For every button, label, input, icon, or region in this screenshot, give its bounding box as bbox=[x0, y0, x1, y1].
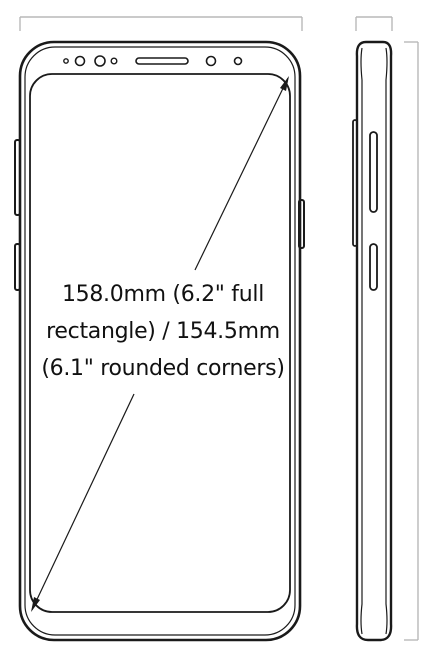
arrowhead-bottom-left bbox=[31, 597, 40, 612]
light-sensor-icon bbox=[205, 55, 217, 67]
arrowhead-top-right bbox=[280, 76, 289, 91]
diagonal-label-line1: 158.0mm (6.2" full bbox=[61, 282, 265, 307]
side-thickness-dimension bbox=[355, 16, 393, 31]
side-body-outline bbox=[355, 40, 393, 642]
side-front-glass-edge bbox=[360, 47, 363, 635]
phone-front-view bbox=[14, 40, 305, 642]
phone-side-view bbox=[352, 40, 393, 642]
sensor-dot-icon bbox=[63, 58, 69, 64]
phone-body-outline bbox=[18, 40, 302, 642]
front-width-dimension bbox=[19, 16, 303, 31]
earpiece-speaker-icon bbox=[135, 57, 189, 65]
height-dimension bbox=[404, 41, 419, 641]
side-volume-button bbox=[369, 131, 378, 213]
led-indicator-icon bbox=[233, 56, 243, 66]
phone-bezel-outline bbox=[24, 46, 296, 636]
side-back-glass-edge bbox=[385, 47, 388, 635]
screen-outline bbox=[29, 73, 291, 613]
proximity-sensor-icon bbox=[110, 57, 118, 65]
diagonal-line-upper bbox=[194, 77, 289, 271]
diagonal-line-lower bbox=[31, 393, 135, 611]
side-bixby-button bbox=[369, 243, 378, 291]
diagonal-measurement-label: 158.0mm (6.2" full rectangle) / 154.5mm … bbox=[18, 276, 308, 387]
front-camera-icon bbox=[94, 55, 106, 67]
iris-sensor-icon bbox=[74, 55, 86, 67]
diagonal-label-line3: (6.1" rounded corners) bbox=[41, 356, 285, 381]
diagonal-arrowheads bbox=[31, 76, 289, 612]
diagonal-label-line2: rectangle) / 154.5mm bbox=[46, 319, 280, 344]
